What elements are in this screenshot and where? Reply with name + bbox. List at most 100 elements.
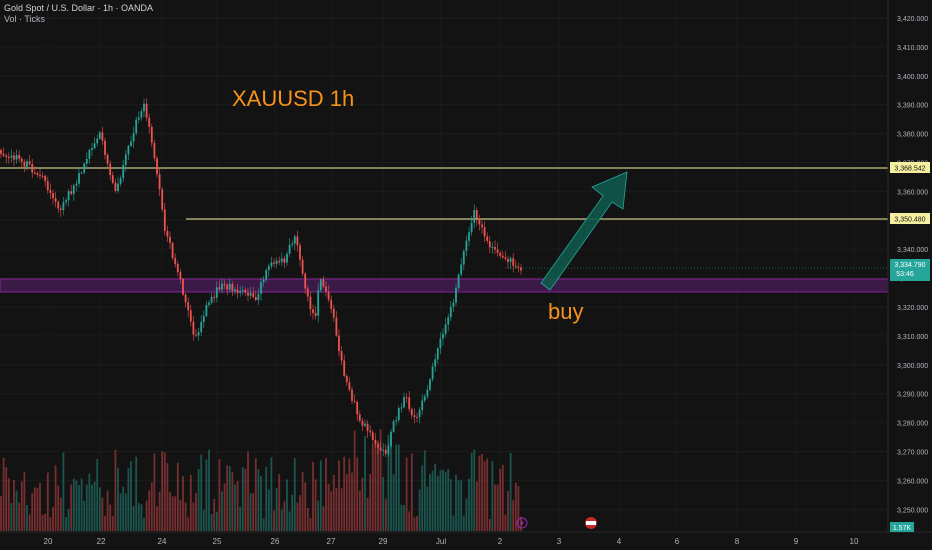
volume-bar — [426, 486, 429, 531]
candle-body — [473, 210, 476, 223]
candle-body — [408, 397, 411, 410]
volume-bar — [7, 478, 10, 531]
volume-bar — [28, 514, 31, 531]
candle-body — [345, 376, 348, 383]
candle-body — [52, 192, 54, 199]
price-tick-label: 3,390.000 — [897, 103, 928, 110]
volume-bar — [127, 468, 130, 531]
candle-body — [187, 302, 190, 311]
candle-body — [361, 420, 364, 426]
candle-body — [384, 449, 387, 454]
candle-body — [104, 140, 106, 155]
volume-bar — [291, 494, 294, 531]
volume-bar — [213, 498, 216, 531]
candle-body — [228, 283, 231, 290]
candle-body — [254, 297, 257, 301]
volume-bar — [26, 504, 28, 531]
price-tick-label: 3,340.000 — [897, 247, 928, 254]
time-axis[interactable]: 20 22 24 25 26 27 29 Jul 2 3 4 6 8 9 10 — [0, 531, 932, 546]
symbol-annotation[interactable]: XAUUSD 1h — [232, 86, 355, 111]
volume-bar — [278, 474, 281, 531]
price-tick-label: 3,310.000 — [897, 334, 928, 341]
candle-body — [5, 155, 8, 158]
symbol-title[interactable]: Gold Spot / U.S. Dollar · 1h · OANDA — [4, 3, 154, 13]
candle-body — [36, 173, 39, 175]
volume-bar — [202, 509, 205, 531]
volume-bar — [348, 458, 351, 531]
candle-body — [197, 332, 200, 336]
volume-bar — [392, 474, 395, 531]
time-tick-label: 4 — [617, 537, 622, 546]
candle-body — [171, 242, 174, 259]
volume-bar — [382, 477, 385, 531]
volume-bar — [226, 465, 229, 531]
volume-bar — [221, 491, 223, 531]
candle-body — [163, 209, 166, 231]
volume-bar — [218, 459, 221, 531]
volume-bar — [366, 497, 369, 531]
volume-bar — [78, 485, 80, 531]
volume-bar — [439, 470, 442, 531]
volume-bar — [387, 434, 390, 531]
volume-bar — [301, 471, 304, 531]
candle-body — [218, 287, 221, 290]
candle-body — [270, 262, 273, 267]
volume-bar — [309, 518, 312, 531]
volume-bar — [358, 490, 361, 531]
candle-body — [49, 190, 52, 193]
candle-body — [101, 132, 104, 141]
candle-body — [267, 266, 270, 271]
volume-bar — [239, 506, 242, 531]
candle-body — [431, 366, 434, 380]
candle-body — [83, 163, 86, 173]
volume-bar — [488, 518, 491, 531]
volume-bar — [62, 452, 65, 531]
volume-bar — [491, 460, 494, 531]
volume-bar — [156, 506, 158, 531]
volume-bar — [244, 468, 247, 531]
candle-body — [403, 397, 405, 408]
volume-bar — [449, 479, 452, 531]
flag-icon[interactable] — [585, 517, 597, 529]
volume-bar — [247, 451, 249, 531]
volume-bar — [395, 444, 398, 531]
time-tick-label: 9 — [794, 537, 799, 546]
arrow-drawing[interactable] — [540, 171, 628, 291]
candle-body — [317, 290, 320, 316]
support-zone — [0, 278, 889, 293]
volume-bar — [158, 491, 161, 531]
volume-bar — [267, 489, 270, 531]
price-tick-label: 3,400.000 — [897, 74, 928, 81]
volume-bar — [161, 451, 164, 531]
volume-bar — [176, 462, 179, 531]
candle-body — [397, 408, 400, 421]
candle-body — [483, 227, 486, 237]
candle-body — [460, 264, 463, 275]
candle-body — [80, 172, 83, 174]
volume-bar — [0, 495, 2, 531]
candle-body — [468, 232, 470, 241]
candle-body — [109, 163, 112, 176]
volume-bar — [299, 495, 301, 531]
lightning-icon[interactable] — [516, 517, 528, 529]
level-tag-upper-text: 3,368.542 — [894, 166, 925, 173]
volume-bar — [205, 459, 208, 531]
time-tick-label: 20 — [44, 537, 53, 546]
volume-bar — [59, 497, 62, 531]
candle-body — [257, 293, 260, 301]
volume-bar — [10, 503, 13, 531]
indicator-label[interactable]: Vol · Ticks — [4, 14, 46, 24]
volume-bar — [319, 460, 322, 531]
volume-bar — [465, 498, 468, 531]
price-tick-label: 3,290.000 — [897, 392, 928, 399]
volume-bar — [91, 484, 93, 531]
candle-body — [137, 117, 140, 120]
volume-bar — [153, 453, 156, 531]
buy-annotation[interactable]: buy — [548, 299, 584, 324]
volume-bar — [41, 514, 44, 531]
volume-bar — [132, 505, 135, 531]
volume-bar — [312, 461, 314, 531]
candle-body — [62, 202, 65, 211]
candle-body — [93, 143, 96, 149]
